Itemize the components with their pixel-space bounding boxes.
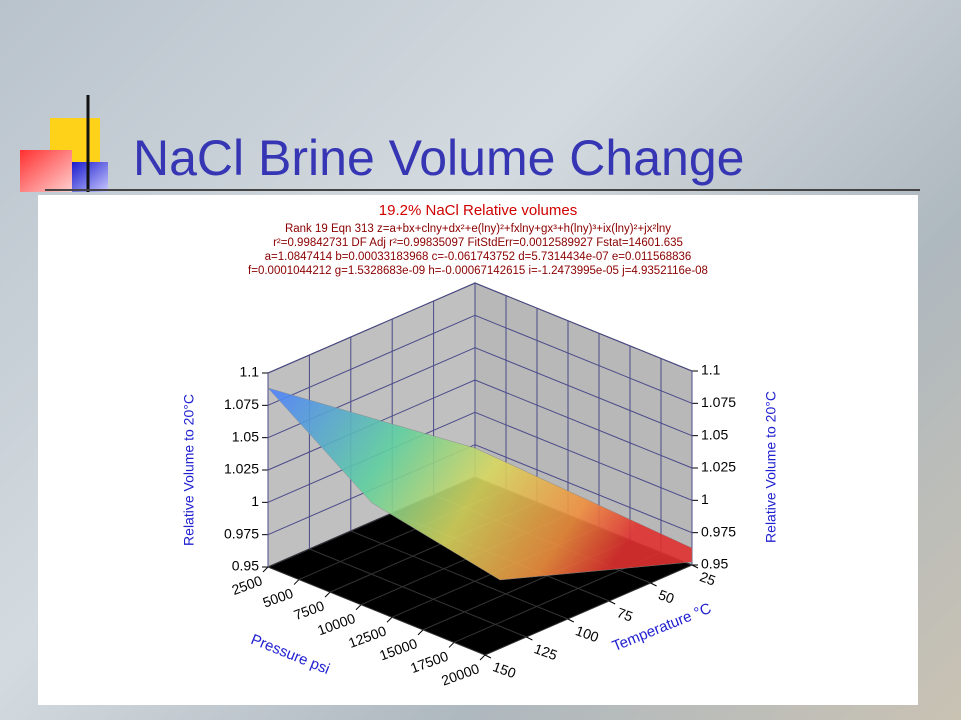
slide-canvas: NaCl Brine Volume Change 19.2% NaCl Rela… <box>0 0 961 720</box>
z-tick-label: 1.1 <box>701 362 721 378</box>
z-tick-label: 1 <box>701 491 709 507</box>
deco-square <box>72 162 108 192</box>
z-tick-label: 1.075 <box>701 394 736 410</box>
chart-subtitle: a=1.0847414 b=0.00033183968 c=-0.0617437… <box>265 251 692 263</box>
chart-subtitle: r²=0.99842731 DF Adj r²=0.99835097 FitSt… <box>273 237 683 249</box>
z-tick-label: 1.025 <box>701 459 736 475</box>
chart-subtitle: Rank 19 Eqn 313 z=a+bx+clny+dx²+e(lny)²+… <box>285 223 671 235</box>
z-tick-label: 1.05 <box>701 426 728 442</box>
z-tick-label: 1.075 <box>224 396 259 412</box>
z-tick-label: 1.025 <box>224 461 259 477</box>
z-tick-label: 1 <box>251 493 259 509</box>
z-tick-label: 1.1 <box>240 364 260 380</box>
z-axis-label: Relative Volume to 20°C <box>763 391 779 543</box>
z-tick-label: 1.05 <box>232 428 259 444</box>
chart-title: 19.2% NaCl Relative volumes <box>379 202 577 219</box>
z-tick-label: 0.95 <box>232 558 259 574</box>
slide-title: NaCl Brine Volume Change <box>133 130 744 186</box>
z-axis-label: Relative Volume to 20°C <box>181 394 197 546</box>
z-tick-label: 0.975 <box>701 523 736 539</box>
chart-subtitle: f=0.0001044212 g=1.5328683e-09 h=-0.0006… <box>248 265 708 277</box>
deco-square <box>20 150 72 192</box>
slide: NaCl Brine Volume Change 19.2% NaCl Rela… <box>0 0 961 720</box>
z-tick-label: 0.975 <box>224 525 259 541</box>
